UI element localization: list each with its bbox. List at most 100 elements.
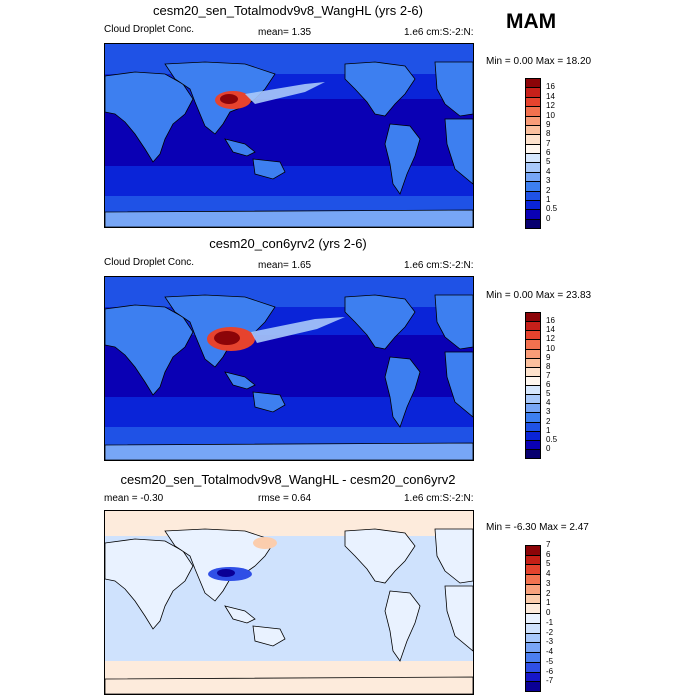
colorbar-tick-label: 0.5 xyxy=(546,204,558,214)
colorbar-tick-label: 10 xyxy=(546,343,555,353)
colorbar-tick-label: 1 xyxy=(546,598,551,608)
colorbar-cell xyxy=(525,78,541,89)
colorbar-tick-label: 0 xyxy=(546,213,551,223)
colorbar-cell xyxy=(525,143,541,154)
colorbar-tick-label: 16 xyxy=(546,82,555,92)
colorbar-cell xyxy=(525,421,541,432)
colorbar-tick-label: 7 xyxy=(546,138,551,148)
colorbar-cell xyxy=(525,448,541,459)
colorbar-cell xyxy=(525,583,541,595)
colorbar-tick-label: -2 xyxy=(546,627,554,637)
colorbar-cell xyxy=(525,430,541,441)
season-label: MAM xyxy=(506,10,557,33)
panel-3-map xyxy=(104,510,474,695)
colorbar-cell xyxy=(525,652,541,663)
colorbar-cell xyxy=(525,564,541,576)
colorbar-cell xyxy=(525,190,541,201)
panel-2-mean-label: mean= 1.65 xyxy=(258,260,312,271)
panel-2-title: cesm20_con6yrv2 (yrs 2-6) xyxy=(209,236,367,251)
panel-2-units-label: 1.e6 cm:S:-2:N: xyxy=(404,260,474,271)
colorbar-cell xyxy=(525,394,541,405)
colorbar-cell xyxy=(525,385,541,396)
colorbar-tick-label: -1 xyxy=(546,617,554,627)
colorbar-cell xyxy=(525,661,541,673)
colorbar-cell xyxy=(525,199,541,211)
colorbar-cell xyxy=(525,554,541,566)
colorbar-cell xyxy=(525,671,541,683)
colorbar-cell xyxy=(525,330,541,341)
colorbar-cell xyxy=(525,209,541,220)
colorbar-tick-label: 1 xyxy=(546,194,551,204)
colorbar-tick-label: 6 xyxy=(546,148,551,157)
colorbar-cell xyxy=(525,134,541,145)
colorbar-tick-label: -7 xyxy=(546,676,554,686)
colorbar-cell xyxy=(525,162,541,173)
colorbar-cell xyxy=(525,357,541,368)
colorbar-cell xyxy=(525,96,541,108)
colorbar-cell xyxy=(525,681,541,692)
colorbar-tick-label: 7 xyxy=(546,540,551,549)
colorbar-tick-label: 5 xyxy=(546,157,551,167)
panel-2-map xyxy=(104,276,474,461)
colorbar-tick-label: 5 xyxy=(546,559,551,569)
colorbar-tick-label: 14 xyxy=(546,91,555,101)
colorbar-tick-label: 3 xyxy=(546,176,551,186)
panel-3-mean-label: mean = -0.30 xyxy=(104,493,164,504)
colorbar-tick-label: 6 xyxy=(546,549,551,559)
colorbar-tick-label: -6 xyxy=(546,666,554,676)
colorbar-cell xyxy=(525,545,541,556)
colorbar-cell xyxy=(525,403,541,414)
colorbar-tick-label: 4 xyxy=(546,569,551,579)
colorbar-cell xyxy=(525,593,541,605)
colorbar-tick-label: 5 xyxy=(546,389,551,399)
panel-3-minmax: Min = -6.30 Max = 2.47 xyxy=(486,522,589,533)
panel-1-variable-label: Cloud Droplet Conc. xyxy=(104,24,195,35)
panel-3-rmse-label: rmse = 0.64 xyxy=(258,493,312,504)
colorbar-tick-label: 12 xyxy=(546,101,555,111)
colorbar-cell xyxy=(525,412,541,423)
colorbar-cell xyxy=(525,642,541,654)
colorbar-cell xyxy=(525,181,541,192)
colorbar-tick-label: 6 xyxy=(546,380,551,389)
colorbar-cell xyxy=(525,574,541,585)
panel-1-mean-label: mean= 1.35 xyxy=(258,27,312,38)
panel-2-variable-label: Cloud Droplet Conc. xyxy=(104,257,195,268)
colorbar-cell xyxy=(525,622,541,634)
colorbar-tick-label: 7 xyxy=(546,370,551,380)
colorbar-tick-label: 0 xyxy=(546,443,551,453)
panel-1-units-label: 1.e6 cm:S:-2:N: xyxy=(404,27,474,38)
colorbar-cell xyxy=(525,632,541,644)
colorbar-tick-label: -5 xyxy=(546,656,554,666)
panel-3-title: cesm20_sen_Totalmodv9v8_WangHL - cesm20_… xyxy=(120,472,456,487)
colorbar-cell xyxy=(525,321,541,332)
colorbar-cell xyxy=(525,171,541,183)
colorbar-cell xyxy=(525,312,541,323)
colorbar-cell xyxy=(525,115,541,126)
colorbar-tick-label: 14 xyxy=(546,325,555,335)
colorbar-tick-label: 0 xyxy=(546,608,551,618)
colorbar-cell xyxy=(525,613,541,624)
colorbar-tick-label: 0.5 xyxy=(546,434,558,444)
panel-2-colorbar: 0 0.5 1 2 3 4 5 6 7 8 9 10 12 14 16 xyxy=(525,312,565,459)
colorbar-cell xyxy=(525,603,541,615)
colorbar-tick-label: -3 xyxy=(546,637,554,647)
colorbar-cell xyxy=(525,87,541,98)
colorbar-cell xyxy=(525,366,541,377)
colorbar-tick-label: 3 xyxy=(546,407,551,417)
colorbar-tick-label: 3 xyxy=(546,578,551,588)
colorbar-tick-label: 4 xyxy=(546,398,551,408)
panel-3-units-label: 1.e6 cm:S:-2:N: xyxy=(404,493,474,504)
colorbar-cell xyxy=(525,348,541,359)
colorbar-tick-label: 8 xyxy=(546,361,551,371)
colorbar-cell xyxy=(525,375,541,386)
colorbar-tick-label: -4 xyxy=(546,647,554,657)
colorbar-tick-label: 9 xyxy=(546,352,551,362)
colorbar-cell xyxy=(525,218,541,229)
panel-1-minmax: Min = 0.00 Max = 18.20 xyxy=(486,56,592,67)
colorbar-tick-label: 10 xyxy=(546,110,555,120)
colorbar-tick-label: 2 xyxy=(546,416,551,426)
colorbar-cell xyxy=(525,339,541,350)
colorbar-tick-label: 8 xyxy=(546,129,551,139)
panel-3-colorbar: -7 -6 -5 -4 -3 -2 -1 0 1 2 3 4 5 6 7 xyxy=(525,541,565,692)
colorbar-tick-label: 12 xyxy=(546,334,555,344)
